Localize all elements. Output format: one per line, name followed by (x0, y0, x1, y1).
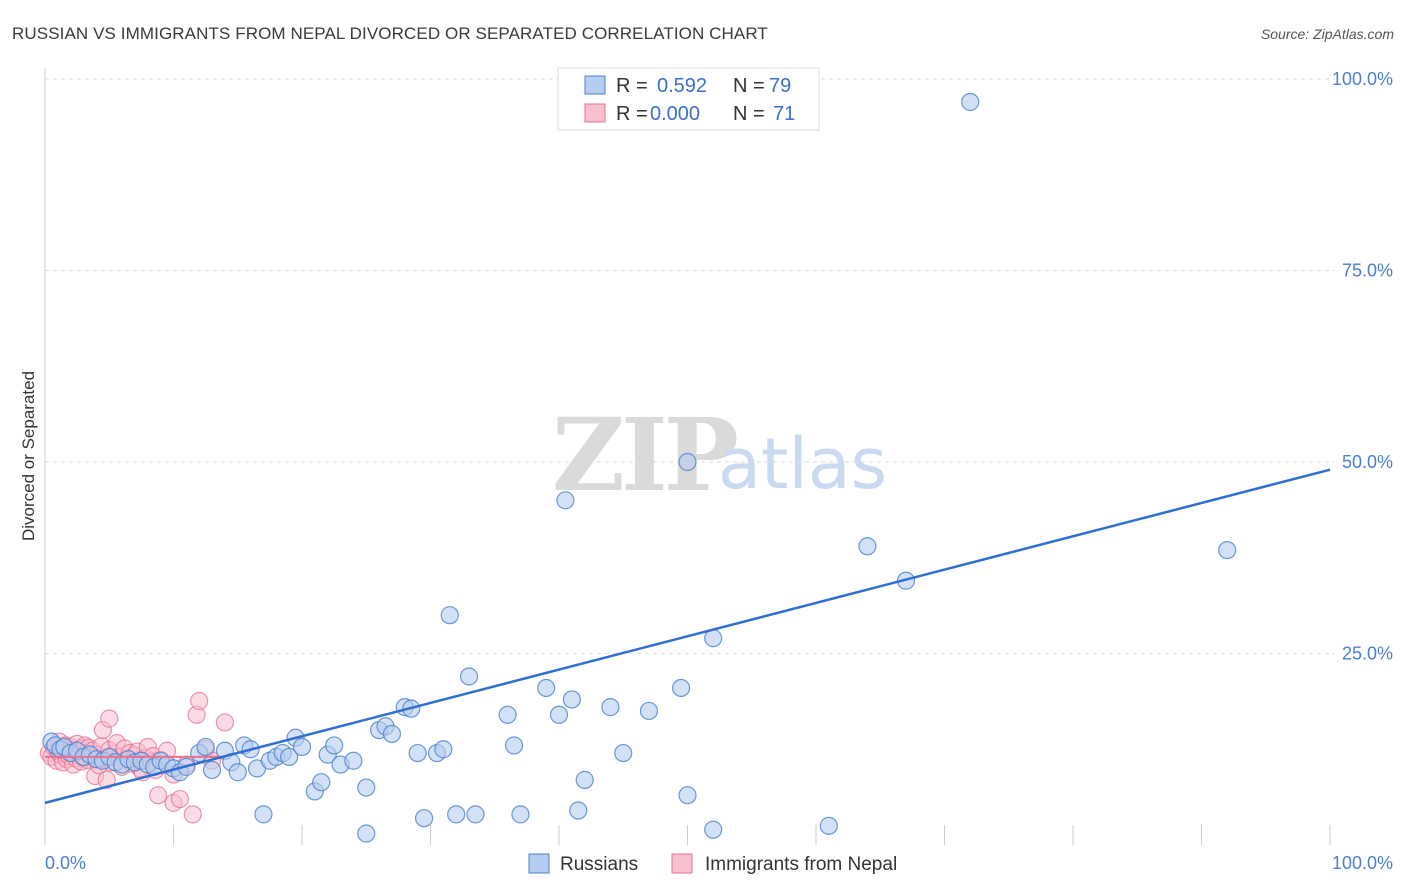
russians-point (614, 743, 633, 763)
legend-n-label-nepal: N = (733, 103, 765, 125)
russians-point (601, 698, 620, 717)
watermark-atlas: atlas (718, 423, 887, 505)
y-tick-label: 75.0% (1342, 261, 1393, 281)
nepal-point (97, 770, 116, 789)
axis-layer (44, 68, 1331, 845)
y-tick-label: 50.0% (1342, 452, 1393, 472)
bottom-legend-label-russians: Russians (560, 854, 638, 875)
russians-point (357, 778, 376, 797)
russians-point (858, 537, 877, 556)
russians-point (382, 724, 402, 744)
bottom-legend-swatch-nepal (671, 853, 693, 874)
russians-point (434, 740, 453, 759)
russians-point (325, 736, 344, 755)
legend-r-label-nepal: R = (616, 103, 648, 125)
y-tick-label: 25.0% (1342, 644, 1393, 664)
russians-point (678, 452, 697, 472)
source-label: Source: ZipAtlas.com (1261, 26, 1394, 42)
russians-point (498, 705, 517, 724)
russians-point (447, 805, 466, 824)
russians-point (408, 743, 427, 763)
russians-point (575, 770, 594, 789)
legend-r-value-russians: 0.592 (657, 75, 707, 97)
watermark-zip: ZIP (552, 396, 737, 514)
russians-point (639, 701, 659, 721)
russians-point (549, 705, 569, 724)
russians-point (228, 763, 247, 782)
legend-swatch-russians (584, 75, 606, 95)
russians-point (504, 736, 524, 755)
bottom-legend-swatch-russians (528, 853, 550, 874)
russians-point (819, 816, 838, 835)
y-tick-label: 100.0% (1332, 69, 1393, 89)
legend-r-label-russians: R = (616, 75, 648, 97)
russians-point (357, 824, 376, 843)
russians-point (678, 786, 697, 805)
russians-point (511, 805, 530, 824)
bottom-legend-label-nepal: Immigrants from Nepal (705, 854, 897, 875)
russians-point (280, 747, 299, 767)
russians-trend-line (44, 468, 1331, 805)
russians-point (344, 751, 363, 770)
nepal-point (100, 709, 119, 728)
russians-point (556, 491, 575, 510)
legend-r-value-nepal: 0.000 (650, 103, 700, 125)
russians-point (671, 678, 691, 698)
legend-n-value-nepal: 71 (773, 103, 795, 125)
russians-point (459, 667, 479, 686)
legend-n-value-russians: 79 (769, 75, 791, 97)
trend-lines (44, 468, 1331, 805)
bottom-legend: Russians Immigrants from Nepal (528, 853, 897, 875)
x-tick-label: 0.0% (45, 853, 86, 873)
grid-layer (45, 78, 1335, 654)
russians-point (312, 773, 331, 792)
russians-point (704, 820, 723, 839)
x-tick-label: 100.0% (1332, 853, 1393, 873)
nepal-point (170, 789, 190, 809)
y-axis-label: Divorced or Separated (19, 371, 38, 541)
russians-point (292, 737, 312, 757)
russians-point (202, 760, 222, 780)
russians-point (254, 805, 273, 824)
russians-point (569, 801, 588, 820)
nepal-point (215, 713, 234, 732)
russians-point (562, 690, 581, 709)
nepal-point (190, 691, 209, 711)
russians-point (1218, 540, 1237, 560)
chart-title: RUSSIAN VS IMMIGRANTS FROM NEPAL DIVORCE… (12, 24, 768, 43)
russians-point (196, 737, 215, 757)
nepal-point (183, 805, 202, 824)
legend: R = 0.592 N = 79 R = 0.000 N = 71 (557, 67, 820, 131)
legend-swatch-nepal (584, 103, 606, 123)
russians-point (414, 809, 434, 828)
russians-point (440, 606, 459, 625)
tick-labels: 25.0% 50.0% 75.0% 100.0% 0.0% 100.0% (45, 69, 1393, 873)
legend-n-label-russians: N = (733, 75, 765, 97)
russians-point (961, 92, 980, 112)
russians-points (42, 92, 1237, 843)
russians-point (537, 678, 556, 698)
russians-point (466, 805, 485, 824)
nepal-point (148, 786, 168, 805)
